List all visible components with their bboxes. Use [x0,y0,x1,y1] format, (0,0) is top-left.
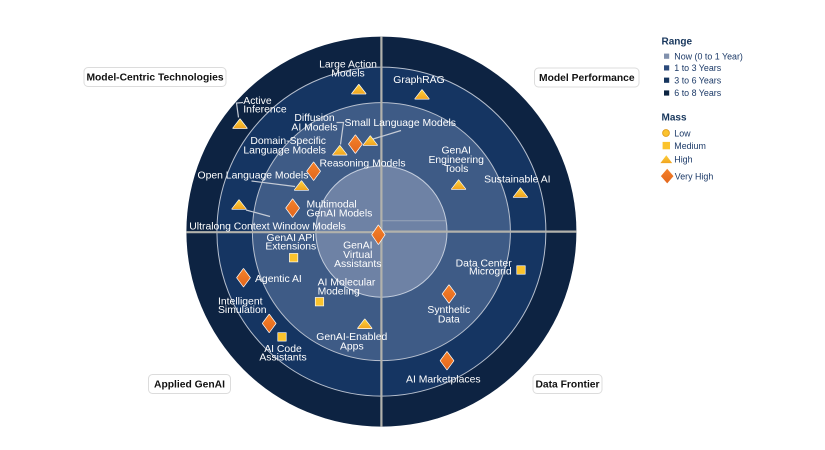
svg-text:Small Language Models: Small Language Models [345,118,456,129]
svg-text:Mass: Mass [662,113,687,124]
svg-text:High: High [674,155,692,165]
svg-text:Sustainable AI: Sustainable AI [484,175,550,186]
svg-text:Open Language Models: Open Language Models [198,170,309,181]
svg-text:GraphRAG: GraphRAG [393,75,444,86]
svg-text:6 to 8 Years: 6 to 8 Years [674,88,721,98]
svg-text:Data Frontier: Data Frontier [535,380,599,391]
svg-text:Applied GenAI: Applied GenAI [154,380,225,391]
svg-text:3 to 6 Years: 3 to 6 Years [674,75,721,85]
svg-text:Now (0 to 1 Year): Now (0 to 1 Year) [674,51,743,61]
svg-text:Ultralong Context Window Model: Ultralong Context Window Models [189,222,346,233]
svg-text:1 to 3 Years: 1 to 3 Years [674,63,721,73]
svg-text:Low: Low [674,129,691,139]
svg-text:Range: Range [662,37,693,48]
svg-text:Very High: Very High [675,171,714,181]
svg-text:AI Marketplaces: AI Marketplaces [406,374,481,385]
svg-text:Medium: Medium [674,141,706,151]
svg-text:Model-Centric Technologies: Model-Centric Technologies [86,73,223,84]
svg-text:Agentic AI: Agentic AI [255,274,302,285]
svg-text:Reasoning Models: Reasoning Models [320,159,406,170]
svg-text:Model Performance: Model Performance [539,73,635,84]
